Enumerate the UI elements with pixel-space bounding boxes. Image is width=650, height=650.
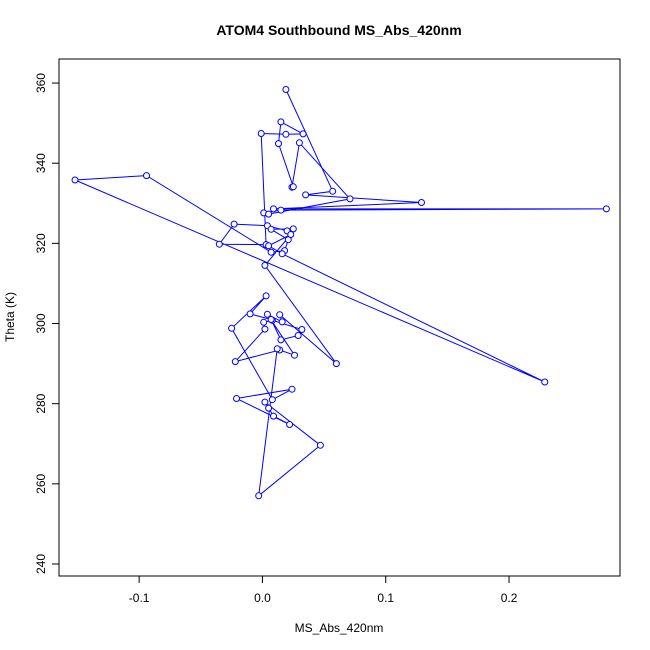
- y-tick-label: 280: [34, 393, 48, 413]
- y-tick-label: 320: [34, 233, 48, 253]
- data-point: [276, 311, 284, 319]
- series-points: [71, 86, 610, 500]
- data-point: [257, 130, 265, 137]
- data-point: [288, 385, 296, 393]
- y-tick-label: 360: [34, 73, 48, 93]
- data-point: [294, 332, 302, 339]
- data-point: [418, 199, 425, 206]
- data-point: [332, 360, 340, 368]
- x-tick-label: 0.1: [377, 591, 394, 605]
- data-point: [265, 210, 273, 218]
- data-point: [277, 118, 285, 126]
- data-point: [230, 220, 238, 228]
- data-point: [282, 86, 290, 93]
- x-tick-label: -0.1: [129, 591, 150, 605]
- data-point: [270, 412, 277, 420]
- x-axis: -0.1 0.0 0.1 0.2: [129, 575, 518, 605]
- data-point: [541, 378, 549, 386]
- data-point: [263, 310, 271, 318]
- data-point: [233, 395, 240, 402]
- data-point: [289, 183, 297, 191]
- data-point: [275, 140, 282, 148]
- data-point: [261, 261, 269, 269]
- data-point: [267, 248, 275, 256]
- y-axis: 240 260 280 300 320 340 360: [34, 73, 60, 574]
- data-point: [291, 351, 298, 359]
- data-point: [278, 318, 286, 326]
- x-axis-label: MS_Abs_420nm: [295, 621, 384, 635]
- data-point: [228, 324, 236, 332]
- data-point: [71, 176, 79, 184]
- data-point: [602, 205, 610, 213]
- data-point: [302, 191, 310, 199]
- data-point: [268, 396, 276, 404]
- y-tick-label: 240: [34, 554, 48, 574]
- data-point: [267, 316, 275, 323]
- data-point: [299, 130, 307, 138]
- data-point: [278, 250, 286, 258]
- data-point: [295, 139, 303, 147]
- data-point: [267, 225, 275, 233]
- data-point: [231, 358, 239, 366]
- data-point: [298, 326, 306, 333]
- data-point: [215, 240, 223, 248]
- data-point: [289, 225, 297, 233]
- data-point: [246, 310, 254, 318]
- data-point: [346, 195, 354, 203]
- data-point: [316, 441, 324, 449]
- data-point: [270, 205, 277, 213]
- y-axis-label: Theta (K): [3, 292, 17, 342]
- y-tick-label: 340: [34, 153, 48, 173]
- data-point: [287, 231, 295, 238]
- data-point: [255, 492, 263, 500]
- x-tick-label: 0.0: [254, 591, 271, 605]
- data-point: [265, 242, 273, 250]
- data-point: [282, 130, 290, 138]
- x-tick-label: 0.2: [501, 591, 518, 605]
- data-point: [265, 404, 273, 412]
- data-point: [329, 187, 337, 195]
- chart-title: ATOM4 Southbound MS_Abs_420nm: [216, 22, 461, 38]
- data-point: [262, 292, 270, 300]
- series-line: [74, 89, 607, 497]
- data-point: [277, 336, 285, 344]
- data-point: [273, 345, 281, 353]
- data-point: [143, 172, 150, 180]
- data-point: [260, 318, 268, 326]
- data-point: [261, 398, 269, 406]
- series-lines: [74, 89, 607, 497]
- data-point: [286, 421, 294, 428]
- y-tick-label: 260: [34, 473, 48, 493]
- data-point: [261, 325, 269, 333]
- data-point: [277, 206, 285, 214]
- y-tick-label: 300: [34, 313, 48, 333]
